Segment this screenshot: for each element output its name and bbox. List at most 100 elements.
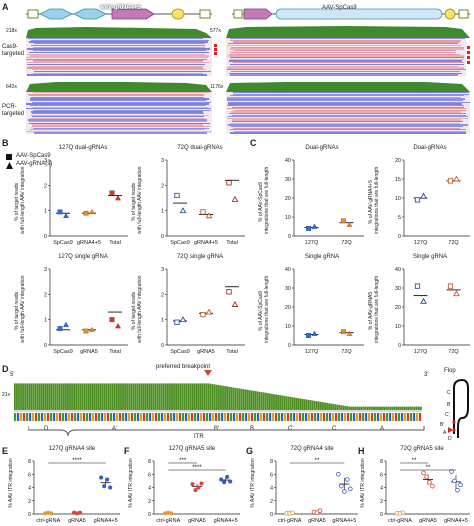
itr-segment-label: C: [332, 426, 337, 432]
coverage-bar: [279, 395, 282, 410]
sequence-base: [419, 413, 422, 421]
sequencing-read: [28, 95, 204, 97]
data-point: [196, 485, 201, 490]
coverage-bar: [122, 383, 124, 410]
y-tick-label: 6: [148, 472, 151, 478]
breakpoint-arrow-icon: [204, 370, 212, 376]
sequence-base: [89, 413, 92, 421]
sequencing-read: [233, 62, 464, 64]
y-tick-label: 15: [395, 177, 401, 183]
coverage-bar: [313, 400, 316, 410]
y-tick-label: 1: [161, 318, 164, 324]
sequence-base: [146, 413, 149, 421]
coverage-bar: [395, 406, 398, 410]
sequence-base: [359, 413, 362, 421]
sequence-base: [83, 413, 86, 421]
coverage-bar: [40, 383, 43, 410]
x-tick-label: SpCas9: [53, 240, 73, 246]
x-tick-label: ctrl-gRNA: [388, 518, 412, 524]
x-tick-label: gRNA5: [80, 349, 98, 355]
coverage-bar: [285, 396, 288, 410]
sequence-base: [341, 413, 344, 421]
sequence-base: [137, 413, 140, 421]
x-tick-label: 127Q: [305, 349, 319, 355]
coverage-bar: [238, 388, 241, 410]
x-tick-label: 72Q: [448, 240, 459, 246]
sequencing-read: [33, 43, 205, 45]
chart-title: Dual-gRNAs: [305, 145, 339, 151]
data-point: [341, 329, 346, 335]
sequence-base: [68, 413, 71, 421]
coverage-label: 577x: [210, 28, 221, 34]
data-point: [109, 317, 115, 323]
chart-title: Single gRNA: [412, 254, 448, 260]
sequence-base: [338, 413, 341, 421]
sequence-base: [26, 413, 29, 421]
sequence-base: [353, 413, 356, 421]
y-tick-label: 2: [380, 499, 383, 505]
coverage-bar: [222, 385, 224, 410]
data-point: [89, 208, 95, 215]
sequence-base: [305, 413, 308, 421]
sequence-base: [269, 413, 272, 421]
sequence-base: [350, 413, 353, 421]
y-axis-label: % of AAV-SpCas9 integrations that are fu…: [258, 166, 270, 234]
y-tick-label: 2: [148, 499, 151, 505]
sequence-base: [194, 413, 197, 421]
coverage-bar: [158, 383, 161, 410]
coverage-bar: [271, 393, 273, 410]
data-point: [190, 482, 195, 487]
sequencing-read: [30, 96, 204, 99]
scatter-chart-h: 0 2 4 6 8 ctrl-gRNA gRNA5 gRNA4+5 ** **: [380, 458, 470, 524]
coverage-bar: [162, 383, 165, 410]
data-point: [421, 470, 426, 476]
sequence-base: [206, 413, 209, 421]
sequence-base: [362, 413, 365, 421]
coverage-bar: [128, 383, 131, 410]
coverage-bar: [77, 383, 80, 410]
read-pileup: [26, 38, 212, 76]
sequence-base: [41, 413, 44, 421]
sequence-base: [167, 413, 170, 421]
sequencing-read: [27, 119, 207, 121]
scatter-chart-c-dual-spcas9: 0 10 20 30 40 127Q 72Q: [285, 158, 364, 246]
sequencing-read: [231, 70, 460, 73]
coverage-bar: [207, 383, 210, 410]
sequencing-read: [229, 113, 466, 115]
sequencing-read: [230, 132, 466, 134]
coverage-bar: [250, 390, 253, 410]
sequence-base: [284, 413, 287, 421]
panel-label-f: F: [124, 446, 130, 456]
coverage-bar: [234, 387, 237, 410]
coverage-bar: [60, 383, 63, 410]
sequence-base: [44, 413, 47, 421]
coverage-bar: [307, 399, 310, 410]
sequence-base: [143, 413, 146, 421]
sequencing-read: [31, 124, 203, 126]
coverage-bar: [85, 383, 88, 410]
sequencing-read: [227, 103, 462, 105]
hairpin-letter: C': [445, 412, 450, 418]
sequencing-read: [226, 117, 468, 120]
data-point: [414, 197, 421, 203]
coverage-bar: [58, 383, 61, 410]
read-pileup: [26, 92, 212, 134]
sequence-base: [35, 413, 38, 421]
sequence-base: [296, 413, 299, 421]
coverage-bar: [419, 406, 422, 410]
coverage-bar: [156, 383, 159, 410]
chart-title: 127Q single gRNA: [58, 254, 108, 260]
sequencing-read: [228, 60, 463, 62]
coverage-bar: [226, 386, 228, 410]
data-point: [77, 510, 83, 515]
y-tick-label: 10: [285, 215, 291, 221]
chart-title: 72Q single gRNA: [176, 254, 224, 260]
coverage-bar: [142, 383, 145, 410]
sequencing-read: [33, 92, 210, 94]
sequencing-read: [26, 103, 209, 105]
sequence-base: [164, 413, 167, 421]
y-tick-label: 0: [44, 234, 47, 240]
itr-segment-label: A: [380, 426, 385, 432]
coverage-bar: [360, 406, 363, 410]
x-tick-label: gRNA4+5: [214, 518, 238, 524]
